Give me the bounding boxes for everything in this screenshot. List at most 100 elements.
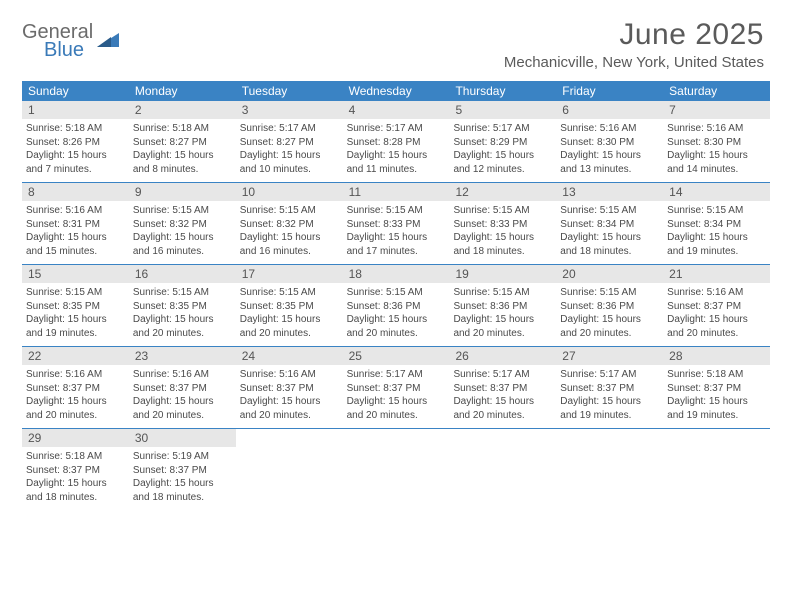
daylight-text-1: Daylight: 15 hours	[133, 395, 232, 409]
day-body: Sunrise: 5:15 AMSunset: 8:36 PMDaylight:…	[449, 283, 556, 346]
sunset-text: Sunset: 8:37 PM	[560, 382, 659, 396]
day-number: 17	[236, 265, 343, 283]
daylight-text-1: Daylight: 15 hours	[560, 313, 659, 327]
daylight-text-2: and 14 minutes.	[667, 163, 766, 177]
sunrise-text: Sunrise: 5:17 AM	[240, 122, 339, 136]
daylight-text-1: Daylight: 15 hours	[133, 313, 232, 327]
daylight-text-2: and 12 minutes.	[453, 163, 552, 177]
sunset-text: Sunset: 8:37 PM	[347, 382, 446, 396]
sunrise-text: Sunrise: 5:15 AM	[667, 204, 766, 218]
day-number: 20	[556, 265, 663, 283]
day-number: 16	[129, 265, 236, 283]
daylight-text-2: and 18 minutes.	[560, 245, 659, 259]
day-cell: 25Sunrise: 5:17 AMSunset: 8:37 PMDayligh…	[343, 347, 450, 428]
day-header: Saturday	[663, 81, 770, 101]
day-number: 13	[556, 183, 663, 201]
sunrise-text: Sunrise: 5:16 AM	[667, 122, 766, 136]
day-cell: 19Sunrise: 5:15 AMSunset: 8:36 PMDayligh…	[449, 265, 556, 346]
sunset-text: Sunset: 8:34 PM	[667, 218, 766, 232]
daylight-text-1: Daylight: 15 hours	[667, 231, 766, 245]
sunset-text: Sunset: 8:37 PM	[133, 464, 232, 478]
sunset-text: Sunset: 8:36 PM	[453, 300, 552, 314]
day-body: Sunrise: 5:15 AMSunset: 8:33 PMDaylight:…	[343, 201, 450, 264]
logo-line2: Blue	[44, 40, 93, 60]
day-header: Tuesday	[236, 81, 343, 101]
daylight-text-1: Daylight: 15 hours	[453, 395, 552, 409]
daylight-text-2: and 20 minutes.	[453, 409, 552, 423]
daylight-text-1: Daylight: 15 hours	[133, 477, 232, 491]
day-cell: 6Sunrise: 5:16 AMSunset: 8:30 PMDaylight…	[556, 101, 663, 182]
day-number: 4	[343, 101, 450, 119]
day-body: Sunrise: 5:16 AMSunset: 8:37 PMDaylight:…	[22, 365, 129, 428]
day-body: Sunrise: 5:17 AMSunset: 8:29 PMDaylight:…	[449, 119, 556, 182]
day-number: 18	[343, 265, 450, 283]
day-body: Sunrise: 5:19 AMSunset: 8:37 PMDaylight:…	[129, 447, 236, 510]
sunrise-text: Sunrise: 5:15 AM	[453, 286, 552, 300]
location: Mechanicville, New York, United States	[504, 54, 764, 71]
daylight-text-2: and 11 minutes.	[347, 163, 446, 177]
day-body: Sunrise: 5:18 AMSunset: 8:27 PMDaylight:…	[129, 119, 236, 182]
sunrise-text: Sunrise: 5:17 AM	[347, 122, 446, 136]
day-body: Sunrise: 5:17 AMSunset: 8:37 PMDaylight:…	[449, 365, 556, 428]
daylight-text-1: Daylight: 15 hours	[240, 313, 339, 327]
sunrise-text: Sunrise: 5:16 AM	[240, 368, 339, 382]
empty-cell	[556, 429, 663, 510]
sunset-text: Sunset: 8:37 PM	[26, 464, 125, 478]
day-header: Thursday	[449, 81, 556, 101]
sunset-text: Sunset: 8:32 PM	[133, 218, 232, 232]
sunset-text: Sunset: 8:34 PM	[560, 218, 659, 232]
sunset-text: Sunset: 8:27 PM	[133, 136, 232, 150]
day-cell: 20Sunrise: 5:15 AMSunset: 8:36 PMDayligh…	[556, 265, 663, 346]
day-cell: 4Sunrise: 5:17 AMSunset: 8:28 PMDaylight…	[343, 101, 450, 182]
day-cell: 16Sunrise: 5:15 AMSunset: 8:35 PMDayligh…	[129, 265, 236, 346]
day-number: 19	[449, 265, 556, 283]
daylight-text-2: and 16 minutes.	[133, 245, 232, 259]
daylight-text-1: Daylight: 15 hours	[26, 395, 125, 409]
logo-text-wrap: General Blue	[22, 22, 93, 60]
daylight-text-2: and 13 minutes.	[560, 163, 659, 177]
day-cell: 7Sunrise: 5:16 AMSunset: 8:30 PMDaylight…	[663, 101, 770, 182]
daylight-text-1: Daylight: 15 hours	[133, 149, 232, 163]
day-cell: 8Sunrise: 5:16 AMSunset: 8:31 PMDaylight…	[22, 183, 129, 264]
day-cell: 13Sunrise: 5:15 AMSunset: 8:34 PMDayligh…	[556, 183, 663, 264]
day-cell: 15Sunrise: 5:15 AMSunset: 8:35 PMDayligh…	[22, 265, 129, 346]
sunrise-text: Sunrise: 5:15 AM	[560, 286, 659, 300]
empty-cell	[449, 429, 556, 510]
daylight-text-2: and 19 minutes.	[667, 245, 766, 259]
empty-cell	[663, 429, 770, 510]
empty-cell	[236, 429, 343, 510]
daylight-text-2: and 20 minutes.	[347, 327, 446, 341]
day-body: Sunrise: 5:15 AMSunset: 8:34 PMDaylight:…	[663, 201, 770, 264]
day-cell: 29Sunrise: 5:18 AMSunset: 8:37 PMDayligh…	[22, 429, 129, 510]
daylight-text-1: Daylight: 15 hours	[667, 313, 766, 327]
daylight-text-2: and 19 minutes.	[26, 327, 125, 341]
daylight-text-1: Daylight: 15 hours	[667, 395, 766, 409]
sunrise-text: Sunrise: 5:15 AM	[240, 204, 339, 218]
sunrise-text: Sunrise: 5:18 AM	[26, 122, 125, 136]
day-number: 10	[236, 183, 343, 201]
sunrise-text: Sunrise: 5:15 AM	[133, 286, 232, 300]
sunset-text: Sunset: 8:30 PM	[560, 136, 659, 150]
day-body: Sunrise: 5:17 AMSunset: 8:37 PMDaylight:…	[343, 365, 450, 428]
day-cell: 3Sunrise: 5:17 AMSunset: 8:27 PMDaylight…	[236, 101, 343, 182]
month-title: June 2025	[504, 18, 764, 52]
sunrise-text: Sunrise: 5:15 AM	[453, 204, 552, 218]
daylight-text-1: Daylight: 15 hours	[453, 313, 552, 327]
sunrise-text: Sunrise: 5:15 AM	[26, 286, 125, 300]
sunrise-text: Sunrise: 5:16 AM	[26, 368, 125, 382]
day-cell: 27Sunrise: 5:17 AMSunset: 8:37 PMDayligh…	[556, 347, 663, 428]
day-cell: 24Sunrise: 5:16 AMSunset: 8:37 PMDayligh…	[236, 347, 343, 428]
sunset-text: Sunset: 8:32 PM	[240, 218, 339, 232]
day-body: Sunrise: 5:18 AMSunset: 8:26 PMDaylight:…	[22, 119, 129, 182]
sunset-text: Sunset: 8:26 PM	[26, 136, 125, 150]
day-number: 21	[663, 265, 770, 283]
sunset-text: Sunset: 8:30 PM	[667, 136, 766, 150]
calendar: SundayMondayTuesdayWednesdayThursdayFrid…	[22, 81, 770, 510]
daylight-text-2: and 16 minutes.	[240, 245, 339, 259]
sunrise-text: Sunrise: 5:17 AM	[453, 368, 552, 382]
triangle-icon	[97, 31, 119, 52]
day-cell: 5Sunrise: 5:17 AMSunset: 8:29 PMDaylight…	[449, 101, 556, 182]
day-number: 26	[449, 347, 556, 365]
day-body: Sunrise: 5:18 AMSunset: 8:37 PMDaylight:…	[663, 365, 770, 428]
day-cell: 10Sunrise: 5:15 AMSunset: 8:32 PMDayligh…	[236, 183, 343, 264]
